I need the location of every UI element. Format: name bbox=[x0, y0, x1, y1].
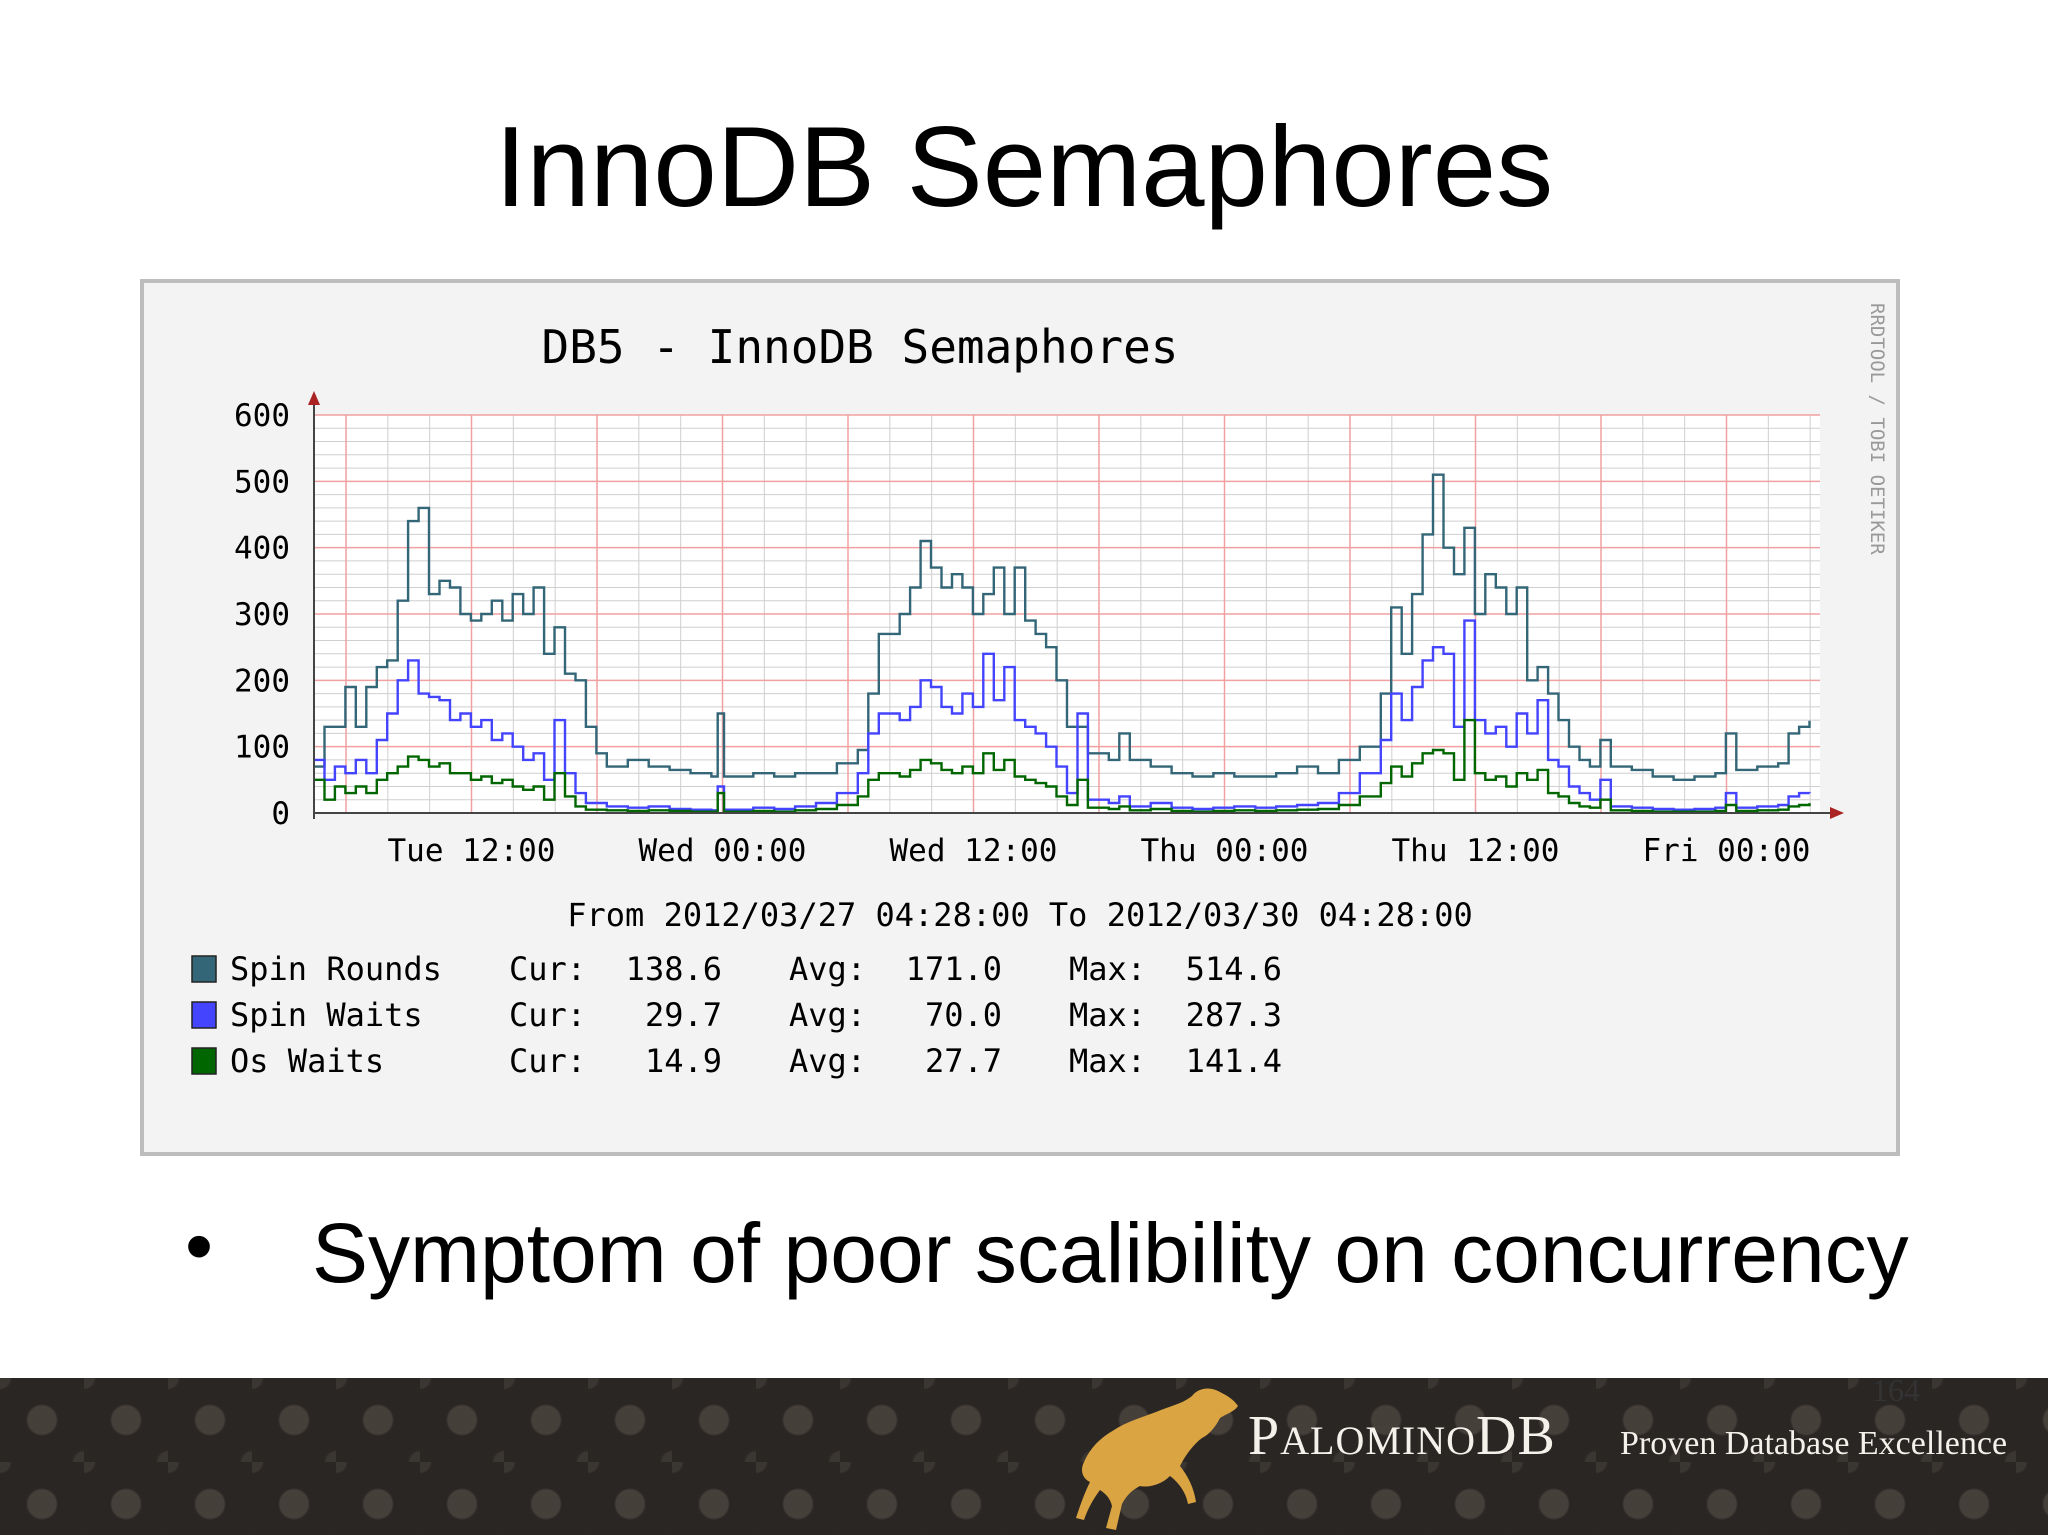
legend-cur-value: 14.9 bbox=[645, 1042, 722, 1080]
y-tick-label: 500 bbox=[234, 464, 290, 500]
y-tick-label: 400 bbox=[234, 531, 290, 567]
bullet-text: Symptom of poor scalibility on concurren… bbox=[312, 1206, 1909, 1300]
legend-avg-value: 70.0 bbox=[925, 996, 1002, 1034]
legend-max-value: 141.4 bbox=[1186, 1042, 1282, 1080]
legend-swatch bbox=[191, 955, 217, 983]
horse-icon-body bbox=[1076, 1388, 1238, 1530]
x-tick-label: Thu 12:00 bbox=[1392, 833, 1560, 869]
brand-logo-text: PALOMINODB bbox=[1248, 1404, 1556, 1468]
y-tick-label: 600 bbox=[234, 398, 290, 434]
legend-max-value: 514.6 bbox=[1186, 950, 1282, 988]
legend-max-label: Max: bbox=[1069, 1042, 1146, 1080]
x-tick-label: Fri 00:00 bbox=[1643, 833, 1811, 869]
series-line-spin-rounds bbox=[314, 473, 1811, 781]
y-tick-label: 200 bbox=[234, 663, 290, 699]
legend-avg-label: Avg: bbox=[789, 996, 866, 1034]
legend-cur-label: Cur: bbox=[509, 950, 586, 988]
slide-title: InnoDB Semaphores bbox=[494, 104, 1554, 231]
footer-banner bbox=[0, 1378, 2048, 1535]
legend-cur-value: 29.7 bbox=[645, 996, 722, 1034]
legend-series-name: Spin Rounds bbox=[230, 950, 442, 988]
legend-avg-label: Avg: bbox=[789, 950, 866, 988]
legend-series-name: Os Waits bbox=[230, 1042, 384, 1080]
legend-max-label: Max: bbox=[1069, 950, 1146, 988]
legend-avg-label: Avg: bbox=[789, 1042, 866, 1080]
brand-first-letter: P bbox=[1248, 1405, 1281, 1467]
x-tick-label: Wed 00:00 bbox=[639, 833, 807, 869]
legend-max-value: 287.3 bbox=[1186, 996, 1282, 1034]
legend-avg-value: 171.0 bbox=[906, 950, 1002, 988]
brand-end: DB bbox=[1476, 1405, 1556, 1467]
chart-watermark: RRDTOOL / TOBI OETIKER bbox=[1866, 303, 1888, 555]
x-tick-label: Thu 00:00 bbox=[1141, 833, 1309, 869]
legend-cur-label: Cur: bbox=[509, 1042, 586, 1080]
legend-series-name: Spin Waits bbox=[230, 996, 423, 1034]
chart-tick-labels: 0 100 200 300 400 500 600 Tue 12:00 Wed 00:00 Wed… bbox=[234, 398, 1810, 869]
chart-series bbox=[314, 473, 1811, 813]
y-axis-arrow bbox=[308, 391, 320, 405]
horse-icon bbox=[1076, 1388, 1238, 1530]
series-line-spin-waits bbox=[314, 619, 1811, 812]
chart-subtitle: From 2012/03/27 04:28:00 To 2012/03/30 0… bbox=[567, 896, 1472, 934]
series-line-os-waits bbox=[314, 718, 1811, 813]
legend-cur-value: 138.6 bbox=[626, 950, 722, 988]
y-tick-label: 100 bbox=[234, 730, 290, 766]
legend-avg-value: 27.7 bbox=[925, 1042, 1002, 1080]
legend-swatch bbox=[191, 1047, 217, 1075]
chart-title: DB5 - InnoDB Semaphores bbox=[542, 320, 1179, 374]
x-tick-label: Wed 12:00 bbox=[890, 833, 1058, 869]
y-tick-label: 0 bbox=[271, 796, 290, 832]
y-tick-label: 300 bbox=[234, 597, 290, 633]
chart-svg: DB5 - InnoDB Semaphores RRDTOOL / TOBI O… bbox=[191, 303, 1888, 1080]
bullet-marker: • bbox=[185, 1201, 214, 1290]
brand-small-caps: ALOMINO bbox=[1280, 1418, 1477, 1463]
x-axis-arrow bbox=[1830, 807, 1844, 819]
chart-axes bbox=[308, 391, 1844, 819]
chart-panel: DB5 - InnoDB Semaphores RRDTOOL / TOBI O… bbox=[140, 279, 1900, 1156]
legend-cur-label: Cur: bbox=[509, 996, 586, 1034]
x-tick-label: Tue 12:00 bbox=[388, 833, 556, 869]
legend-swatch bbox=[191, 1001, 217, 1029]
chart-legend: Spin Rounds Cur: 138.6 Avg: 171.0 Max: 514.6 Sp… bbox=[191, 950, 1282, 1080]
page-number: 164 bbox=[1872, 1372, 1920, 1408]
brand-tagline: Proven Database Excellence bbox=[1620, 1425, 2008, 1462]
legend-max-label: Max: bbox=[1069, 996, 1146, 1034]
